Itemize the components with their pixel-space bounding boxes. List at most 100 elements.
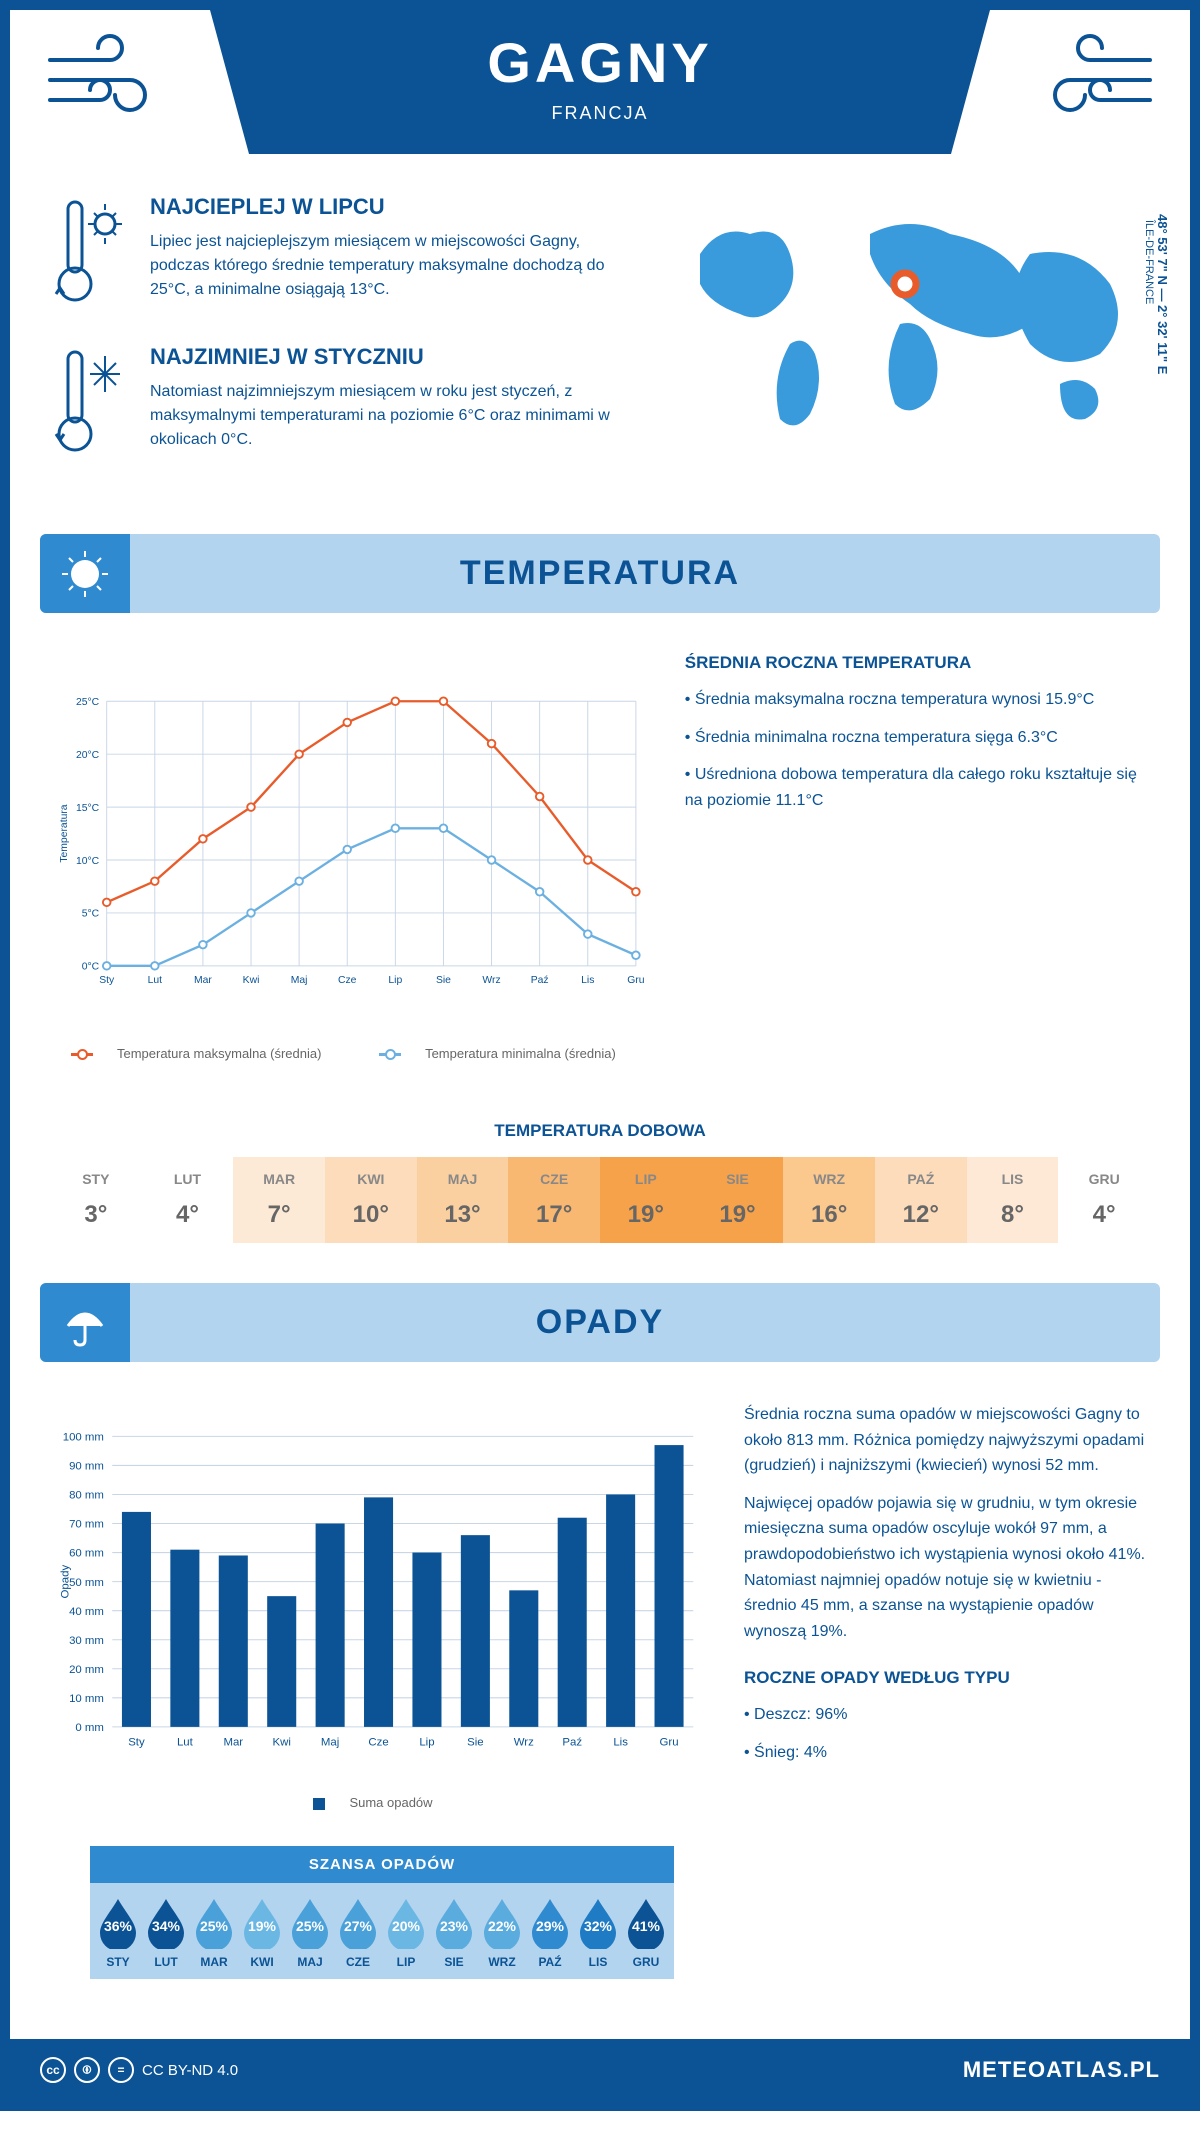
- svg-text:Lip: Lip: [419, 1737, 434, 1749]
- temp-legend: Temperatura maksymalna (średnia) Tempera…: [50, 1038, 655, 1081]
- svg-text:Gru: Gru: [627, 975, 645, 986]
- svg-text:20°C: 20°C: [76, 750, 100, 761]
- daily-cell: LIP19°: [600, 1157, 692, 1243]
- precip-chance-cell: 25%MAJ: [288, 1895, 332, 1969]
- precipitation-bar-chart: 0 mm10 mm20 mm30 mm40 mm50 mm60 mm70 mm8…: [50, 1402, 714, 1782]
- svg-text:Lip: Lip: [388, 975, 402, 986]
- svg-text:5°C: 5°C: [82, 909, 100, 920]
- precip-chance-cell: 19%KWI: [240, 1895, 284, 1969]
- precip-chance-cell: 41%GRU: [624, 1895, 668, 1969]
- svg-text:Sie: Sie: [467, 1737, 484, 1749]
- svg-text:20 mm: 20 mm: [69, 1664, 104, 1676]
- svg-text:Wrz: Wrz: [514, 1737, 534, 1749]
- svg-text:Maj: Maj: [321, 1737, 339, 1749]
- precip-type-title: ROCZNE OPADY WEDŁUG TYPU: [744, 1668, 1150, 1688]
- svg-text:10 mm: 10 mm: [69, 1693, 104, 1705]
- svg-text:100 mm: 100 mm: [63, 1432, 104, 1444]
- fact-coldest: NAJZIMNIEJ W STYCZNIU Natomiast najzimni…: [50, 344, 640, 464]
- precip-chance-cell: 34%LUT: [144, 1895, 188, 1969]
- svg-text:Lut: Lut: [177, 1737, 194, 1749]
- daily-cell: SIE19°: [692, 1157, 784, 1243]
- daily-temp-title: TEMPERATURA DOBOWA: [10, 1111, 1190, 1157]
- sun-icon: [40, 534, 130, 613]
- precip-chance-cell: 27%CZE: [336, 1895, 380, 1969]
- precip-legend: Suma opadów: [50, 1787, 714, 1830]
- svg-text:15°C: 15°C: [76, 803, 100, 814]
- world-map: 48° 53' 7" N — 2° 32' 11" E ÎLE-DE-FRANC…: [670, 194, 1150, 494]
- license: cc 🅯 = CC BY-ND 4.0: [40, 2057, 238, 2083]
- svg-text:Wrz: Wrz: [482, 975, 500, 986]
- coordinates: 48° 53' 7" N — 2° 32' 11" E ÎLE-DE-FRANC…: [1143, 214, 1170, 374]
- fact-warmest: NAJCIEPLEJ W LIPCU Lipiec jest najcieple…: [50, 194, 640, 314]
- precip-chance-cell: 23%SIE: [432, 1895, 476, 1969]
- svg-text:0°C: 0°C: [82, 962, 100, 973]
- daily-cell: MAR7°: [233, 1157, 325, 1243]
- svg-text:90 mm: 90 mm: [69, 1461, 104, 1473]
- svg-text:70 mm: 70 mm: [69, 1519, 104, 1531]
- umbrella-icon: [40, 1283, 130, 1362]
- section-temperature: TEMPERATURA: [40, 534, 1160, 613]
- daily-cell: LUT4°: [142, 1157, 234, 1243]
- svg-text:80 mm: 80 mm: [69, 1490, 104, 1502]
- daily-cell: GRU4°: [1058, 1157, 1150, 1243]
- precip-chance-cell: 36%STY: [96, 1895, 140, 1969]
- precip-chance-title: SZANSA OPADÓW: [90, 1846, 674, 1883]
- svg-text:Lis: Lis: [581, 975, 594, 986]
- svg-text:30 mm: 30 mm: [69, 1635, 104, 1647]
- temp-text-title: ŚREDNIA ROCZNA TEMPERATURA: [685, 653, 1150, 673]
- wind-icon-right: [1020, 30, 1160, 130]
- fact-hot-text: Lipiec jest najcieplejszym miesiącem w m…: [150, 230, 640, 302]
- svg-text:50 mm: 50 mm: [69, 1577, 104, 1589]
- brand: METEOATLAS.PL: [963, 2057, 1160, 2083]
- svg-text:Temperatura: Temperatura: [59, 804, 70, 862]
- fact-cold-title: NAJZIMNIEJ W STYCZNIU: [150, 344, 640, 370]
- daily-cell: MAJ13°: [417, 1157, 509, 1243]
- daily-cell: KWI10°: [325, 1157, 417, 1243]
- svg-text:Kwi: Kwi: [273, 1737, 291, 1749]
- fact-hot-title: NAJCIEPLEJ W LIPCU: [150, 194, 640, 220]
- svg-text:Sty: Sty: [128, 1737, 145, 1749]
- svg-text:Maj: Maj: [291, 975, 308, 986]
- header-banner: GAGNY FRANCJA: [210, 10, 990, 154]
- daily-temp-grid: STY3°LUT4°MAR7°KWI10°MAJ13°CZE17°LIP19°S…: [50, 1157, 1150, 1243]
- svg-text:Cze: Cze: [368, 1737, 388, 1749]
- precip-chance-cell: 25%MAR: [192, 1895, 236, 1969]
- precip-chance-cell: 29%PAŹ: [528, 1895, 572, 1969]
- daily-cell: STY3°: [50, 1157, 142, 1243]
- svg-text:Sie: Sie: [436, 975, 451, 986]
- precip-chance-cell: 20%LIP: [384, 1895, 428, 1969]
- svg-text:Paź: Paź: [562, 1737, 582, 1749]
- city-name: GAGNY: [210, 30, 990, 95]
- wind-icon-left: [40, 30, 180, 130]
- svg-text:Opady: Opady: [60, 1565, 72, 1599]
- svg-text:Sty: Sty: [99, 975, 115, 986]
- footer: cc 🅯 = CC BY-ND 4.0 METEOATLAS.PL: [10, 2039, 1190, 2101]
- svg-text:10°C: 10°C: [76, 856, 100, 867]
- precip-chance-cell: 32%LIS: [576, 1895, 620, 1969]
- svg-text:Cze: Cze: [338, 975, 357, 986]
- daily-cell: WRZ16°: [783, 1157, 875, 1243]
- section-precipitation: OPADY: [40, 1283, 1160, 1362]
- precip-chance-cell: 22%WRZ: [480, 1895, 524, 1969]
- svg-text:Lut: Lut: [148, 975, 163, 986]
- country-name: FRANCJA: [210, 103, 990, 124]
- svg-text:Mar: Mar: [223, 1737, 243, 1749]
- daily-cell: PAŹ12°: [875, 1157, 967, 1243]
- svg-text:0 mm: 0 mm: [75, 1722, 104, 1734]
- precip-chance-row: 36%STY34%LUT25%MAR19%KWI25%MAJ27%CZE20%L…: [90, 1883, 674, 1979]
- precip-text-1: Średnia roczna suma opadów w miejscowośc…: [744, 1402, 1150, 1479]
- fact-cold-text: Natomiast najzimniejszym miesiącem w rok…: [150, 380, 640, 452]
- precip-types: Deszcz: 96%Śnieg: 4%: [744, 1702, 1150, 1765]
- precip-text-2: Najwięcej opadów pojawia się w grudniu, …: [744, 1491, 1150, 1645]
- thermometer-sun-icon: [50, 194, 130, 314]
- svg-text:Paź: Paź: [531, 975, 549, 986]
- svg-text:Gru: Gru: [660, 1737, 679, 1749]
- temp-bullets: Średnia maksymalna roczna temperatura wy…: [685, 687, 1150, 813]
- daily-cell: LIS8°: [967, 1157, 1059, 1243]
- thermometer-snow-icon: [50, 344, 130, 464]
- svg-text:Lis: Lis: [613, 1737, 628, 1749]
- svg-text:60 mm: 60 mm: [69, 1548, 104, 1560]
- svg-text:Kwi: Kwi: [243, 975, 260, 986]
- temperature-line-chart: 0°C5°C10°C15°C20°C25°CStyLutMarKwiMajCze…: [50, 653, 655, 1033]
- svg-text:Mar: Mar: [194, 975, 212, 986]
